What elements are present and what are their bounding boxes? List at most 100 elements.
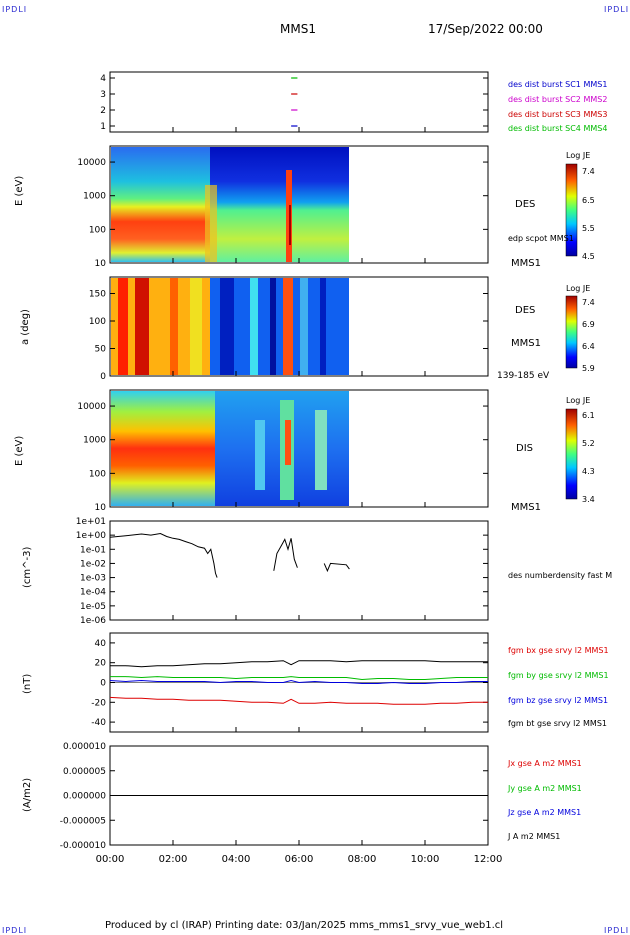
legend-bx: fgm bx gse srvy l2 MMS1 bbox=[508, 646, 609, 655]
des-pitch-instrument: DES bbox=[515, 305, 536, 316]
bfield-tick-label: -40 bbox=[91, 718, 106, 728]
dis-energy-tick-label: 10 bbox=[95, 503, 107, 513]
ylabel-dis-energy: E (eV) bbox=[14, 435, 25, 466]
dis-cb-tick: 4.3 bbox=[582, 467, 595, 476]
des-energy-cb-tick: 5.5 bbox=[582, 224, 595, 233]
colorbar-des-pitch bbox=[565, 295, 578, 369]
availability-tick-label: 3 bbox=[100, 90, 106, 100]
current-tick-label: 0.000000 bbox=[63, 792, 106, 802]
ylabel-density: (cm^-3) bbox=[22, 546, 33, 588]
des-energy-cb-title: Log JE bbox=[566, 151, 591, 160]
panel-density-frame bbox=[109, 520, 489, 621]
legend-j: J A m2 MMS1 bbox=[508, 832, 561, 841]
x-tick-label: 08:00 bbox=[348, 854, 377, 865]
des-energy-annotation: edp scpot MMS1 bbox=[508, 234, 574, 243]
colorbar-dis-energy bbox=[565, 408, 578, 500]
density-tick-label: 1e+00 bbox=[76, 531, 107, 541]
des-energy-tick-label: 10000 bbox=[77, 158, 106, 168]
x-tick-label: 06:00 bbox=[285, 854, 314, 865]
dis-energy-spectrogram bbox=[111, 391, 349, 506]
legend-jx: Jx gse A m2 MMS1 bbox=[508, 759, 582, 768]
des-pitch-spectrogram bbox=[111, 278, 349, 375]
density-tick-label: 1e+01 bbox=[76, 517, 106, 527]
dis-instrument: DIS bbox=[516, 443, 533, 454]
bfield-tick-label: 20 bbox=[95, 659, 107, 669]
des-energy-instrument: DES bbox=[515, 199, 536, 210]
x-tick-label: 12:00 bbox=[474, 854, 503, 865]
dis-sc: MMS1 bbox=[511, 502, 541, 513]
current-tick-label: 0.000010 bbox=[63, 742, 106, 752]
ylabel-des-energy: E (eV) bbox=[14, 175, 25, 206]
des-energy-tick-label: 100 bbox=[89, 225, 106, 235]
datetime-title: 17/Sep/2022 00:00 bbox=[428, 22, 543, 36]
des-energy-sc: MMS1 bbox=[511, 258, 541, 269]
corner-tag-bottom-right: IPDLI bbox=[604, 926, 630, 935]
density-legend: des numberdensity fast M bbox=[508, 571, 613, 580]
availability-tick-label: 4 bbox=[100, 74, 106, 84]
footer-text: Produced by cl (IRAP) Printing date: 03/… bbox=[105, 920, 504, 931]
bfield-tick-label: 40 bbox=[95, 639, 107, 649]
des-pitch-cb-tick: 5.9 bbox=[582, 364, 595, 373]
legend-jz: Jz gse A m2 MMS1 bbox=[508, 808, 582, 817]
x-tick-label: 04:00 bbox=[222, 854, 251, 865]
legend-bz: fgm bz gse srvy l2 MMS1 bbox=[508, 696, 609, 705]
des-energy-cb-tick: 4.5 bbox=[582, 252, 595, 261]
des-energy-tick-label: 1000 bbox=[83, 192, 106, 202]
dis-cb-tick: 6.1 bbox=[582, 411, 595, 420]
dis-energy-tick-label: 1000 bbox=[83, 436, 106, 446]
des-pitch-tick-label: 50 bbox=[95, 345, 107, 355]
des-energy-spectrogram bbox=[111, 147, 349, 262]
des-pitch-tick-label: 100 bbox=[89, 317, 106, 327]
legend-sc1: des dist burst SC1 MMS1 bbox=[508, 80, 608, 89]
current-tick-label: 0.000005 bbox=[63, 767, 106, 777]
dis-cb-tick: 5.2 bbox=[582, 439, 595, 448]
des-energy-cb-tick: 7.4 bbox=[582, 167, 595, 176]
x-tick-label: 10:00 bbox=[411, 854, 440, 865]
density-line bbox=[273, 538, 298, 571]
des-pitch-cb-tick: 6.4 bbox=[582, 342, 595, 351]
des-pitch-cb-tick: 7.4 bbox=[582, 298, 595, 307]
legend-sc4: des dist burst SC4 MMS4 bbox=[508, 124, 608, 133]
legend-sc3: des dist burst SC3 MMS3 bbox=[508, 110, 608, 119]
des-pitch-sc: MMS1 bbox=[511, 338, 541, 349]
des-pitch-cb-title: Log JE bbox=[566, 284, 591, 293]
bfield-line bbox=[109, 679, 488, 684]
corner-tag-top-right: IPDLI bbox=[604, 5, 630, 14]
des-pitch-energy-range: 139-185 eV bbox=[497, 371, 550, 381]
density-tick-label: 1e-01 bbox=[80, 545, 106, 555]
density-line bbox=[109, 532, 218, 578]
dis-cb-tick: 3.4 bbox=[582, 495, 595, 504]
legend-jy: Jy gse A m2 MMS1 bbox=[508, 784, 582, 793]
density-line bbox=[323, 562, 350, 573]
bfield-line bbox=[109, 696, 488, 705]
density-tick-label: 1e-04 bbox=[80, 588, 106, 598]
dis-energy-tick-label: 100 bbox=[89, 469, 106, 479]
bfield-line bbox=[110, 660, 488, 668]
density-tick-label: 1e-02 bbox=[80, 559, 106, 569]
panel-availability-frame bbox=[109, 71, 489, 133]
ylabel-bfield: (nT) bbox=[22, 673, 33, 694]
des-energy-tick-label: 10 bbox=[95, 259, 107, 269]
density-tick-label: 1e-06 bbox=[80, 616, 106, 626]
bfield-line bbox=[110, 676, 488, 681]
ylabel-des-pitch: a (deg) bbox=[20, 309, 31, 345]
corner-tag-bottom-left: IPDLI bbox=[2, 926, 28, 935]
x-tick-label: 02:00 bbox=[159, 854, 188, 865]
colorbar-des-energy bbox=[565, 163, 578, 257]
corner-tag-top-left: IPDLI bbox=[2, 5, 28, 14]
mission-title: MMS1 bbox=[280, 22, 316, 36]
des-pitch-cb-tick: 6.9 bbox=[582, 320, 595, 329]
bfield-tick-label: 0 bbox=[100, 679, 106, 689]
legend-sc2: des dist burst SC2 MMS2 bbox=[508, 95, 608, 104]
x-tick-label: 00:00 bbox=[96, 854, 125, 865]
density-tick-label: 1e-03 bbox=[80, 574, 106, 584]
des-pitch-tick-label: 150 bbox=[89, 290, 106, 300]
legend-by: fgm by gse srvy l2 MMS1 bbox=[508, 671, 609, 680]
des-pitch-tick-label: 0 bbox=[100, 372, 106, 382]
current-tick-label: -0.000010 bbox=[60, 841, 106, 851]
dis-cb-title: Log JE bbox=[566, 396, 591, 405]
current-tick-label: -0.000005 bbox=[60, 816, 106, 826]
ylabel-current: (A/m2) bbox=[22, 777, 33, 812]
legend-bt: fgm bt gse srvy l2 MMS1 bbox=[508, 719, 607, 728]
